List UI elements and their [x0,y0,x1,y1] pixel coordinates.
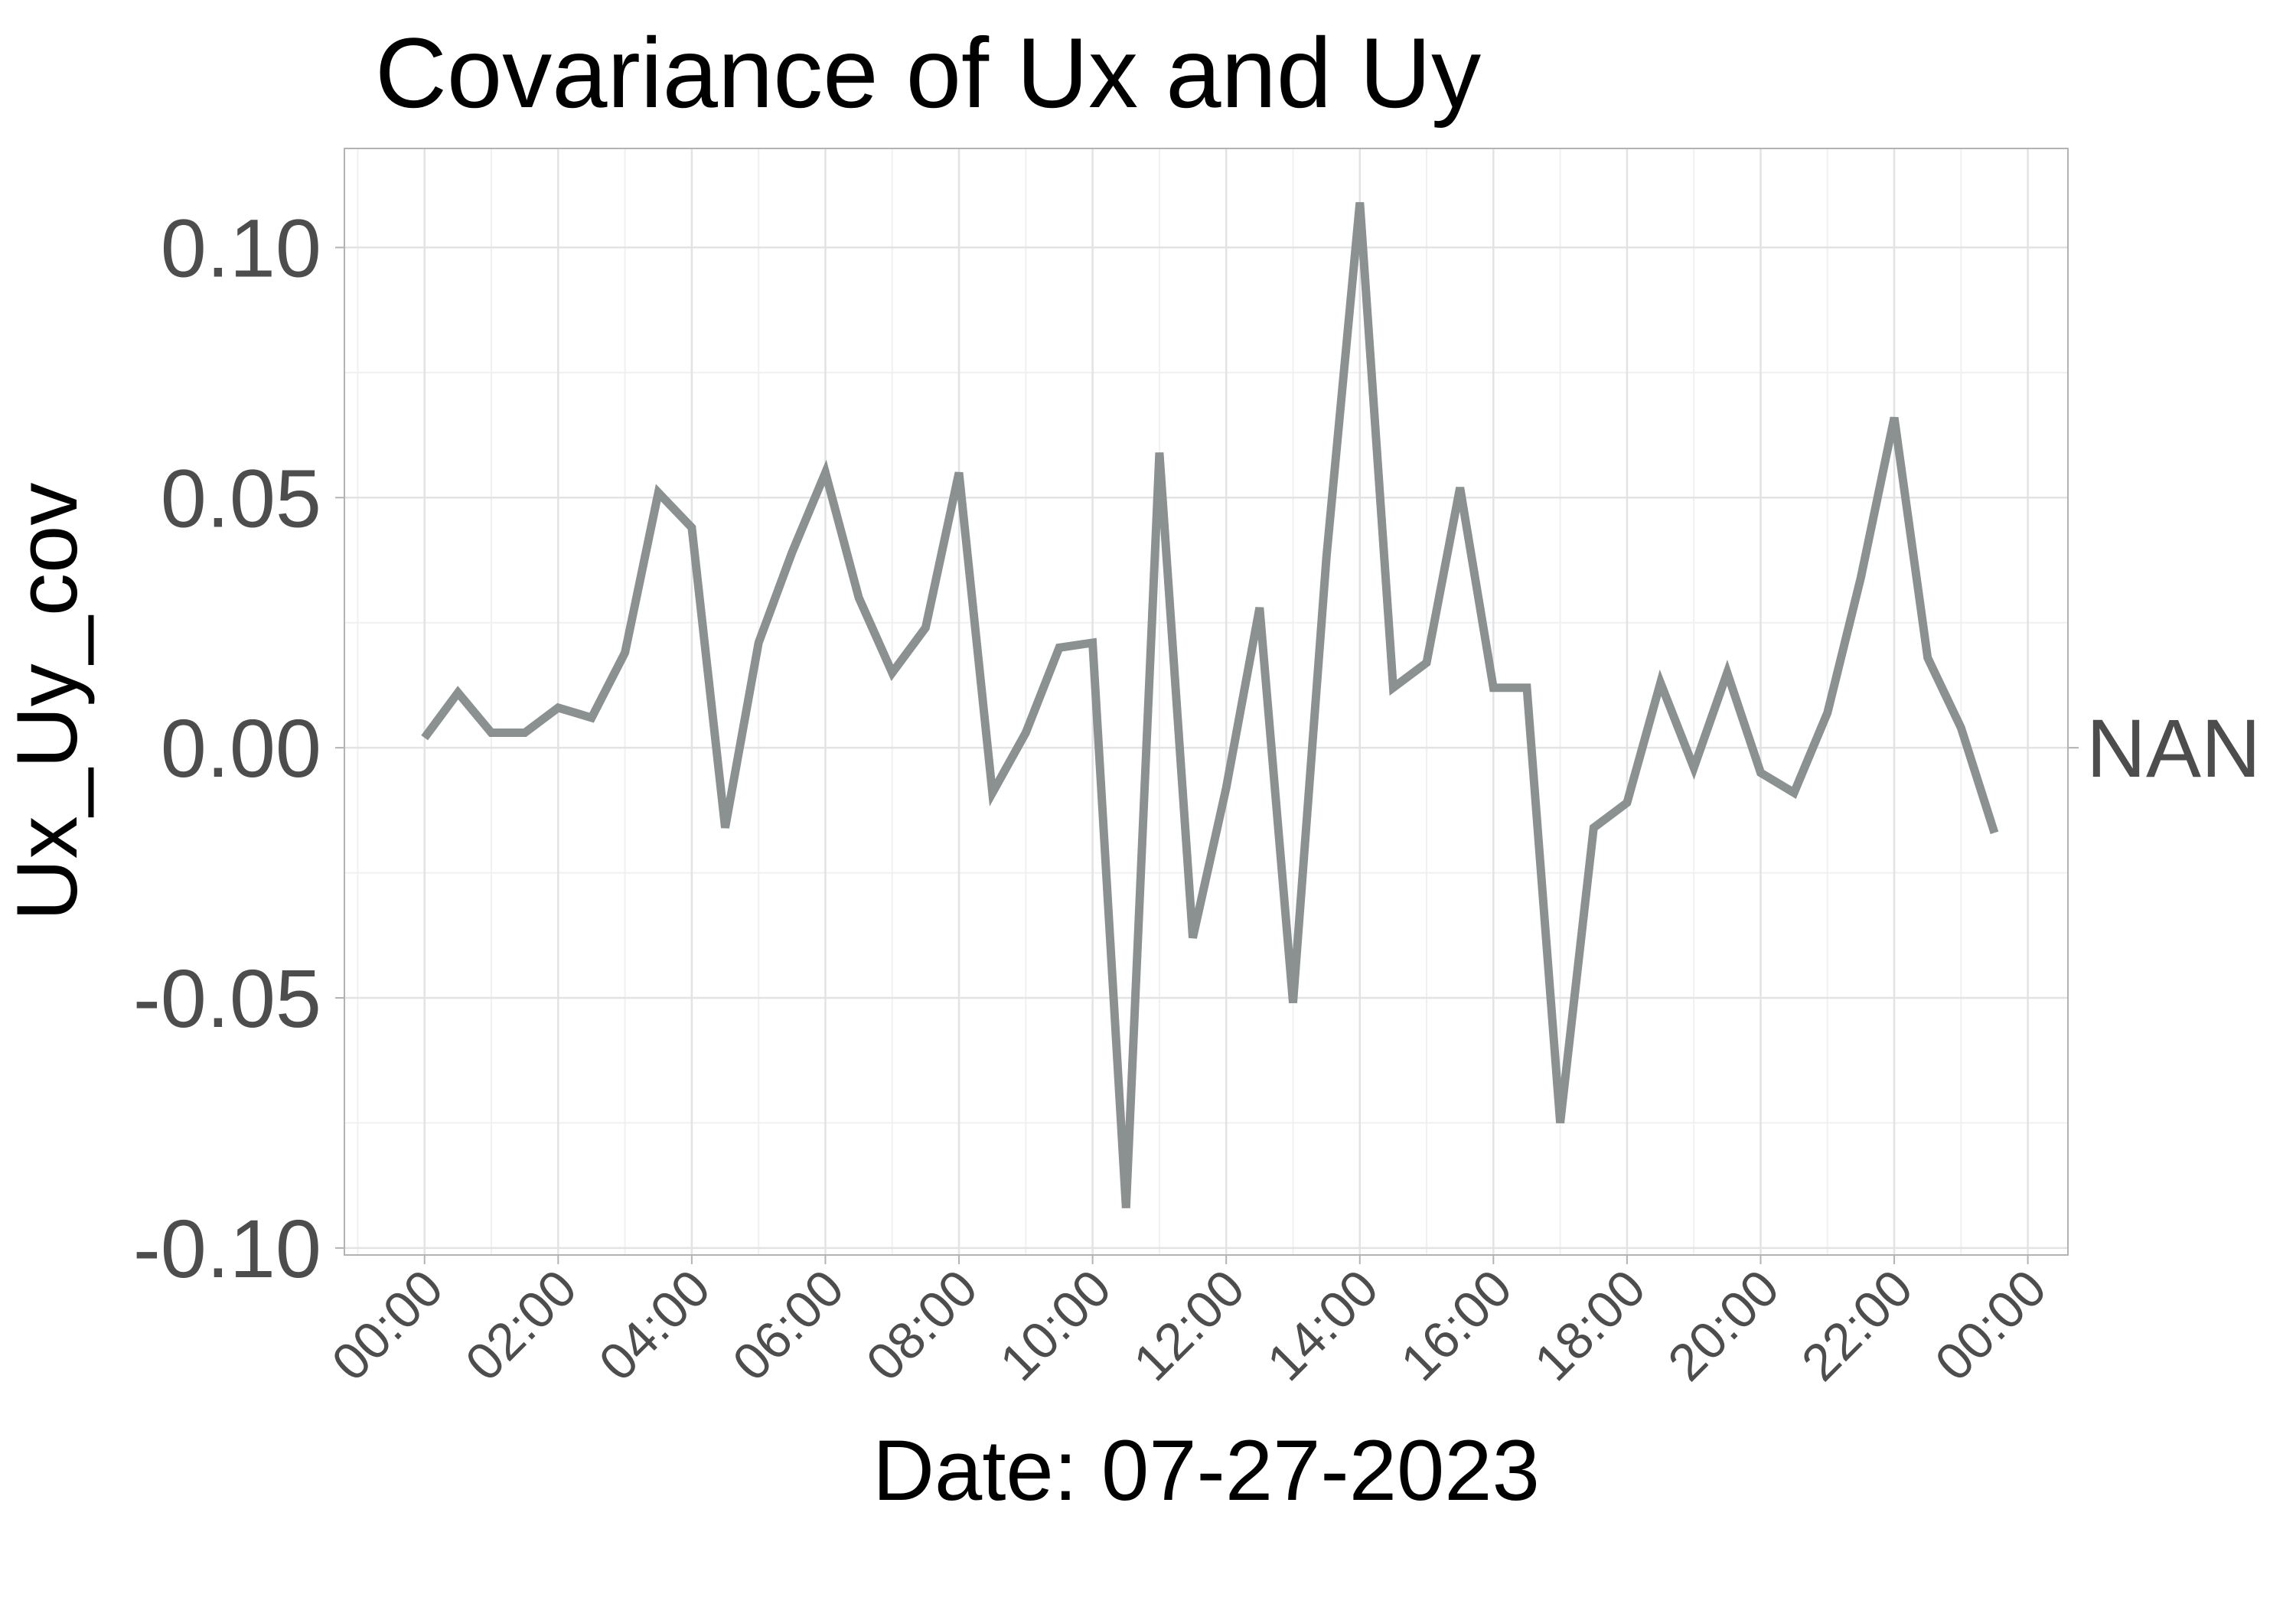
x-tick-label: 06:00 [722,1259,855,1392]
y-tick-label: -0.05 [133,952,321,1045]
nan-label: NAN [2086,702,2261,794]
x-tick-label: 20:00 [1657,1259,1790,1392]
y-tick-label: -0.10 [133,1202,321,1295]
y-tick-label: 0.05 [161,451,321,544]
series-layer [421,202,1999,1208]
x-tick-label: 12:00 [1123,1259,1256,1392]
grid-layer [344,148,2068,1255]
x-axis-title: Date: 07-27-2023 [872,1423,1540,1518]
series-line [421,202,1999,1208]
x-tick-label: 00:00 [321,1259,454,1392]
y-axis-title: Ux_Uy_cov [0,483,95,921]
x-tick-label: 00:00 [1924,1259,2057,1392]
x-tick-label: 02:00 [455,1259,588,1392]
x-tick-label: 04:00 [588,1259,721,1392]
x-tick-label: 10:00 [989,1259,1122,1392]
plot-panel-border [344,148,2069,1256]
chart-title: Covariance of Ux and Uy [375,17,1481,129]
x-tick-label: 18:00 [1523,1259,1656,1392]
y-tick-label: 0.10 [161,201,321,294]
x-tick-label: 16:00 [1390,1259,1523,1392]
x-tick-label: 14:00 [1256,1259,1389,1392]
x-tick-label: 08:00 [856,1259,989,1392]
x-tick-label: 22:00 [1791,1259,1924,1392]
y-tick-label: 0.00 [161,702,321,794]
